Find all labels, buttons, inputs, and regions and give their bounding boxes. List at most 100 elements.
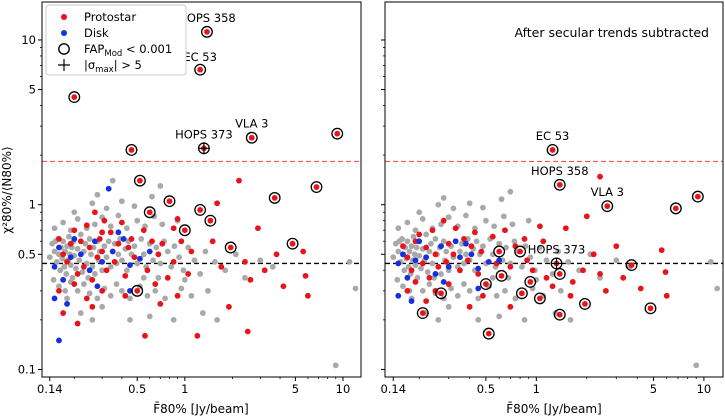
protostar-point	[489, 233, 496, 240]
protostar-point	[672, 205, 679, 212]
other-point	[536, 244, 543, 251]
protostar-point	[445, 281, 452, 287]
protostar-point	[140, 227, 147, 234]
legend-entry-label: |σmax| > 5	[84, 58, 142, 75]
other-point	[74, 216, 81, 222]
protostar-point	[99, 248, 106, 255]
protostar-point	[472, 229, 478, 236]
source-label: HOPS 358	[178, 11, 236, 25]
other-point	[714, 285, 721, 292]
other-point	[199, 310, 206, 316]
protostar-point	[443, 258, 450, 265]
protostar-point	[137, 177, 143, 184]
disk-point	[475, 265, 482, 272]
legend-entry-label: Disk	[84, 26, 109, 40]
x-tick-label: 10	[697, 382, 712, 396]
protostar-point	[197, 66, 204, 73]
other-point	[693, 362, 700, 369]
other-point	[410, 233, 417, 240]
protostar-point	[56, 236, 62, 242]
protostar-point	[662, 269, 669, 275]
protostar-point	[694, 193, 701, 200]
other-point	[419, 287, 426, 294]
protostar-point	[583, 213, 590, 220]
other-point	[123, 225, 130, 232]
fap-marker	[286, 237, 299, 250]
disk-point	[463, 240, 469, 247]
other-point	[134, 217, 141, 224]
fap-marker	[691, 190, 704, 203]
fap-marker	[546, 143, 559, 156]
protostar-point	[111, 258, 118, 265]
other-point	[461, 281, 467, 287]
protostar-point	[115, 240, 122, 247]
y-axis-title: χ²80%/⟨N80%⟩	[0, 146, 14, 233]
disk-point	[120, 236, 127, 242]
legend-dot-marker	[61, 14, 67, 20]
other-point	[400, 283, 406, 290]
other-point	[197, 271, 204, 277]
protostar-point	[597, 173, 603, 180]
legend-box	[45, 4, 187, 76]
other-point	[62, 287, 69, 294]
protostar-point	[83, 222, 90, 229]
protostar-point	[404, 287, 411, 294]
protostar-point	[518, 290, 525, 297]
protostar-point	[527, 279, 534, 285]
other-point	[118, 287, 125, 294]
other-point	[185, 244, 192, 251]
disk-point	[412, 257, 419, 264]
other-point	[103, 254, 110, 261]
other-point	[64, 295, 70, 302]
disk-point	[432, 271, 439, 277]
other-point	[90, 244, 97, 251]
protostar-point	[101, 217, 108, 224]
fap-marker	[524, 275, 537, 288]
right-data-points	[390, 147, 721, 369]
protostar-point	[80, 263, 87, 270]
protostar-point	[498, 272, 505, 279]
protostar-point	[658, 247, 665, 254]
other-point	[489, 274, 496, 281]
other-point	[76, 257, 83, 264]
protostar-point	[118, 219, 125, 226]
disk-point	[109, 248, 116, 255]
protostar-point	[174, 216, 181, 222]
disk-point	[485, 258, 492, 265]
other-point	[395, 248, 402, 255]
disk-point	[395, 260, 402, 267]
other-point	[71, 209, 78, 216]
protostar-point	[107, 229, 114, 236]
protostar-point	[482, 281, 489, 287]
y-tick-label: 0.1	[18, 362, 36, 376]
protostar-point	[663, 292, 670, 299]
protostar-point	[236, 177, 242, 184]
other-point	[168, 263, 175, 270]
other-point	[212, 258, 218, 265]
x-tick-label: 5	[292, 382, 299, 396]
other-point	[164, 248, 171, 255]
fap-marker	[553, 178, 566, 191]
other-point	[440, 194, 447, 201]
other-point	[503, 244, 509, 251]
source-label: EC 53	[536, 129, 570, 143]
protostar-point	[289, 240, 296, 247]
other-point	[134, 260, 141, 267]
protostar-point	[562, 225, 569, 232]
other-point	[399, 236, 405, 242]
protostar-point	[74, 271, 81, 277]
other-point	[466, 287, 473, 294]
protostar-point	[86, 244, 93, 251]
fap-marker	[495, 269, 508, 282]
other-point	[181, 276, 188, 283]
disk-point	[452, 238, 459, 245]
protostar-point	[445, 240, 452, 247]
other-point	[352, 285, 359, 292]
x-tick-label: 1	[533, 382, 540, 396]
protostar-point	[334, 130, 341, 137]
other-point	[438, 271, 444, 277]
other-point	[66, 233, 72, 240]
protostar-point	[194, 332, 201, 339]
protostar-point	[423, 244, 430, 251]
